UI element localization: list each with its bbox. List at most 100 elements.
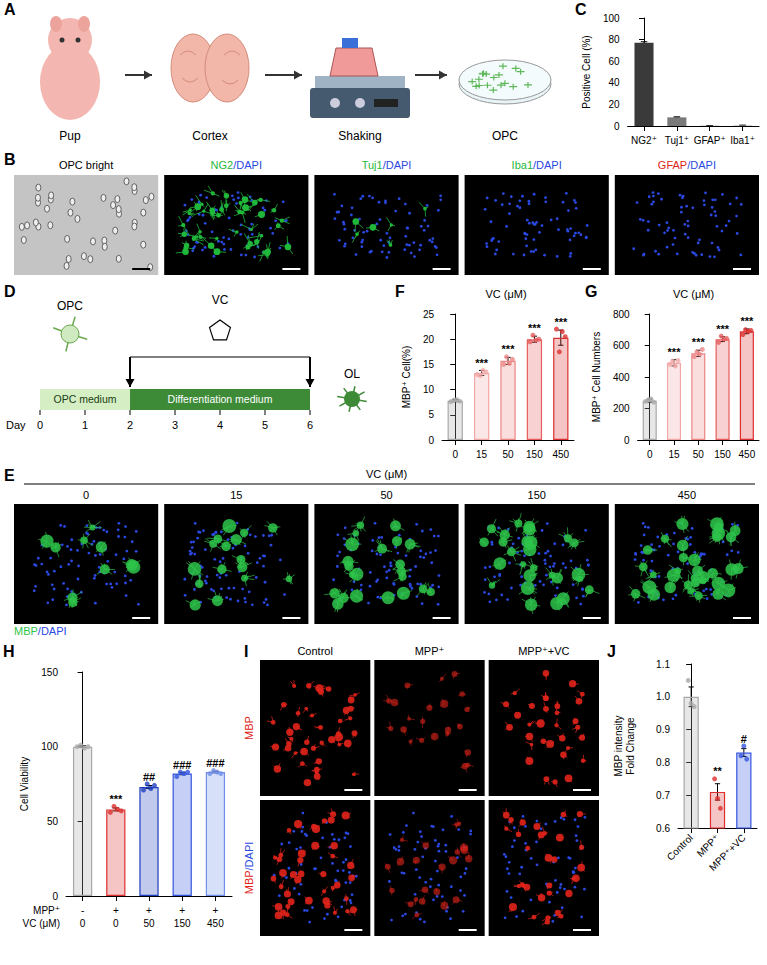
svg-text:1: 1: [82, 419, 88, 431]
svg-text:B: B: [4, 151, 16, 168]
svg-text:Cell Viability: Cell Viability: [19, 757, 30, 811]
svg-text:+: +: [212, 905, 218, 916]
svg-text:0: 0: [37, 419, 43, 431]
svg-text:GFAP⁺: GFAP⁺: [694, 135, 726, 146]
svg-text:***: ***: [692, 336, 706, 348]
svg-text:450: 450: [207, 918, 224, 929]
svg-text:0: 0: [83, 489, 89, 501]
svg-text:0: 0: [452, 449, 458, 460]
svg-text:Tuj1⁺: Tuj1⁺: [665, 135, 689, 146]
svg-text:MBP/DAPI: MBP/DAPI: [243, 842, 255, 895]
svg-text:Day: Day: [6, 419, 26, 431]
svg-text:Tuj1/DAPI: Tuj1/DAPI: [362, 159, 412, 171]
svg-text:25: 25: [423, 309, 435, 320]
svg-text:100: 100: [603, 13, 620, 24]
svg-text:20: 20: [423, 334, 435, 345]
svg-text:+: +: [113, 905, 119, 916]
svg-text:***: ***: [528, 322, 542, 334]
svg-text:VC (μM): VC (μM): [485, 288, 526, 300]
svg-text:1.0: 1.0: [656, 691, 670, 702]
svg-text:MPP⁺: MPP⁺: [415, 645, 445, 657]
svg-text:150: 150: [41, 667, 58, 678]
svg-text:-: -: [81, 905, 84, 916]
svg-text:OL: OL: [344, 367, 360, 381]
svg-text:Shaking: Shaking: [338, 129, 381, 143]
svg-text:150: 150: [174, 918, 191, 929]
svg-text:#: #: [741, 733, 747, 745]
svg-text:OPC: OPC: [57, 299, 83, 313]
svg-text:MBP⁺ Cell(%): MBP⁺ Cell(%): [401, 346, 412, 409]
svg-text:0.6: 0.6: [656, 823, 670, 834]
svg-text:0: 0: [624, 435, 630, 446]
svg-text:***: ***: [716, 323, 730, 335]
svg-text:Pup: Pup: [59, 129, 81, 143]
svg-text:0: 0: [428, 435, 434, 446]
svg-text:80: 80: [608, 34, 620, 45]
svg-text:15: 15: [230, 489, 242, 501]
svg-text:10: 10: [423, 384, 435, 395]
svg-text:MBP: MBP: [243, 716, 255, 740]
svg-text:Control: Control: [665, 832, 696, 863]
svg-text:Iba1⁺: Iba1⁺: [730, 135, 755, 146]
svg-text:MBP⁺ Cell Numbers: MBP⁺ Cell Numbers: [591, 332, 602, 422]
svg-text:0: 0: [80, 918, 86, 929]
svg-text:D: D: [4, 283, 16, 300]
svg-text:60: 60: [608, 56, 620, 67]
svg-text:***: ***: [668, 346, 682, 358]
svg-text:50: 50: [143, 918, 155, 929]
svg-text:Positive Cell (%): Positive Cell (%): [581, 35, 592, 108]
svg-text:###: ###: [173, 759, 191, 771]
svg-text:MBP/DAPI: MBP/DAPI: [14, 625, 67, 637]
svg-text:400: 400: [613, 372, 630, 383]
svg-text:40: 40: [608, 77, 620, 88]
svg-text:3: 3: [172, 419, 178, 431]
svg-text:800: 800: [613, 309, 630, 320]
svg-text:0: 0: [614, 121, 620, 132]
svg-text:0: 0: [113, 918, 119, 929]
svg-text:Differentiation medium: Differentiation medium: [168, 393, 273, 405]
svg-text:MPP⁺+VC: MPP⁺+VC: [707, 832, 748, 873]
svg-text:Iba1/DAPI: Iba1/DAPI: [512, 159, 562, 171]
svg-text:450: 450: [739, 449, 756, 460]
svg-text:***: ***: [109, 793, 123, 805]
svg-text:450: 450: [678, 489, 696, 501]
svg-text:+: +: [146, 905, 152, 916]
svg-text:Cortex: Cortex: [192, 129, 227, 143]
svg-text:0.7: 0.7: [656, 790, 670, 801]
svg-text:150: 150: [528, 489, 546, 501]
svg-text:4: 4: [217, 419, 223, 431]
svg-text:VC: VC: [212, 293, 229, 307]
svg-text:+: +: [179, 905, 185, 916]
svg-text:150: 150: [714, 449, 731, 460]
svg-text:15: 15: [423, 359, 435, 370]
svg-text:GFAP/DAPI: GFAP/DAPI: [658, 159, 716, 171]
svg-text:Fold Change: Fold Change: [625, 717, 636, 775]
svg-text:15: 15: [476, 449, 488, 460]
svg-text:Control: Control: [297, 645, 332, 657]
svg-text:VC (μM): VC (μM): [673, 288, 714, 300]
svg-text:OPC: OPC: [492, 129, 518, 143]
svg-text:5: 5: [428, 409, 434, 420]
svg-text:450: 450: [552, 449, 569, 460]
svg-text:VC (μM): VC (μM): [366, 468, 407, 480]
svg-text:MPP⁺: MPP⁺: [33, 905, 60, 916]
svg-text:50: 50: [47, 816, 59, 827]
svg-text:0.8: 0.8: [656, 757, 670, 768]
svg-text:***: ***: [475, 357, 489, 369]
svg-text:A: A: [4, 1, 16, 18]
svg-text:MBP intensity: MBP intensity: [613, 716, 624, 777]
svg-text:OPC medium: OPC medium: [53, 393, 116, 405]
svg-text:2: 2: [127, 419, 133, 431]
svg-text:6: 6: [307, 419, 313, 431]
svg-text:MPP⁺+VC: MPP⁺+VC: [518, 645, 569, 657]
svg-text:***: ***: [740, 315, 754, 327]
svg-text:5: 5: [262, 419, 268, 431]
svg-text:15: 15: [668, 449, 680, 460]
svg-text:NG2⁺: NG2⁺: [631, 135, 657, 146]
svg-text:0: 0: [52, 891, 58, 902]
svg-text:50: 50: [380, 489, 392, 501]
svg-text:**: **: [713, 765, 722, 777]
svg-text:***: ***: [554, 316, 568, 328]
svg-text:1.1: 1.1: [656, 659, 670, 670]
svg-text:NG2/DAPI: NG2/DAPI: [211, 159, 262, 171]
